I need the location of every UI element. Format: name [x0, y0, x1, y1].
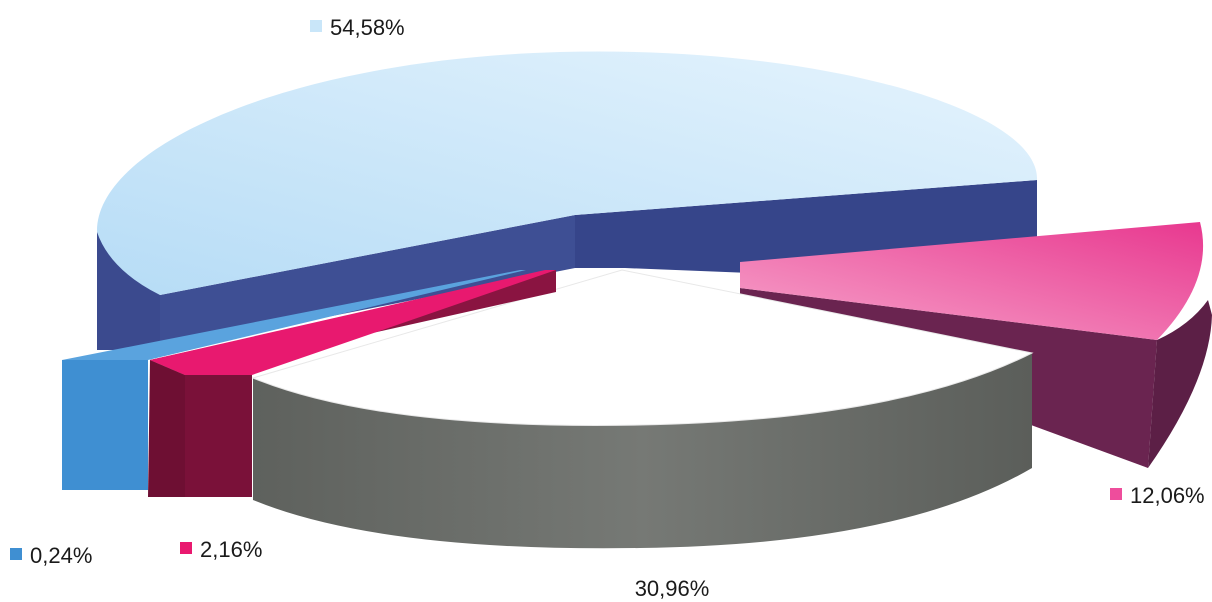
slice-12-06-top	[740, 222, 1204, 340]
slice-54-58-label: 54,58%	[310, 15, 405, 40]
slice-2-16-side-front	[148, 360, 185, 497]
slice-54-58-top	[96, 51, 1038, 295]
slice-30-96-top	[251, 269, 1034, 426]
slice-2-16-label: 2,16%	[180, 537, 262, 562]
slice-12-06-label: 12,06%	[1110, 483, 1205, 508]
slice-54-58-value-label: 54,58%	[330, 15, 405, 40]
slice-2-16-top	[150, 270, 556, 375]
slice-30-96-side	[253, 353, 1032, 549]
slice-30-96-label: 30,96%	[635, 576, 710, 601]
slice-0-24-side	[62, 360, 148, 490]
slice-2-16-side-outer	[185, 375, 252, 497]
slice-12-06-swatch	[1110, 488, 1122, 500]
slice-0-24-label: 0,24%	[10, 543, 92, 568]
slice-2-16-value-label: 2,16%	[200, 537, 262, 562]
slice-0-24-top	[62, 270, 526, 360]
slice-0-24-swatch	[10, 548, 22, 560]
slice-30-96	[251, 269, 1034, 549]
slice-54-58-side-inner	[160, 215, 575, 350]
slice-30-96-value-label: 30,96%	[635, 576, 710, 601]
slice-2-16	[148, 270, 556, 497]
slice-54-58-swatch	[310, 20, 322, 32]
slice-12-06-value-label: 12,06%	[1130, 483, 1205, 508]
slice-12-06-side-outer	[1148, 300, 1212, 468]
slice-2-16-swatch	[180, 542, 192, 554]
slice-0-24	[62, 270, 526, 490]
slice-54-58-side-left	[97, 232, 160, 350]
slice-0-24-value-label: 0,24%	[30, 543, 92, 568]
